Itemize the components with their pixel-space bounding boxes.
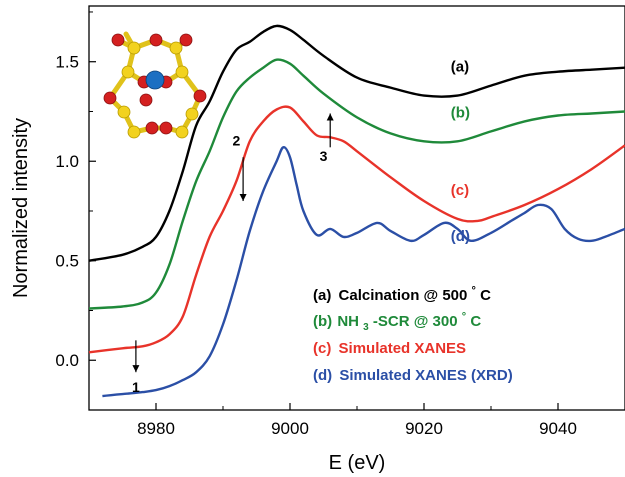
x-tick-label: 9000 (271, 419, 309, 438)
x-tick-label: 9040 (539, 419, 577, 438)
legend-entry-a: (a) Calcination @ 500 ° C (313, 281, 491, 304)
legend-entry-b-tag: (b) (313, 313, 332, 330)
y-axis-ticks: 0.0 0.5 1.0 1.5 (55, 11, 96, 411)
annotation-label-3: 3 (320, 148, 328, 164)
curve-label-b: (b) (451, 104, 470, 121)
series-line-a (88, 24, 625, 262)
annotations: 1 2 3 (132, 113, 334, 395)
series-line-d (102, 146, 625, 398)
annotation-arrowhead-3 (326, 113, 334, 121)
curve-labels: (a) (b) (c) (d) (451, 59, 470, 245)
legend-entry-c-text: Simulated XANES (339, 340, 467, 357)
curve-label-a: (a) (451, 59, 469, 76)
legend-entry-b-text: NH (337, 313, 359, 330)
annotation-label-1: 1 (132, 379, 140, 395)
curve-label-d: (d) (451, 228, 470, 245)
legend-entry-d: (d) Simulated XANES (XRD) (313, 367, 513, 384)
legend-entry-c: (c) Simulated XANES (313, 340, 466, 357)
y-tick-label: 1.5 (55, 53, 79, 72)
y-tick-label: 0.5 (55, 252, 79, 271)
molecular-structure-inset (103, 31, 207, 139)
legend-entry-b-text2: -SCR @ 300 (373, 313, 458, 330)
legend-entry-b-unit: C (470, 313, 481, 330)
x-axis-ticks: 8980 9000 9020 9040 (88, 403, 625, 438)
legend-entry-c-tag: (c) (313, 340, 331, 357)
legend-entry-d-tag: (d) (313, 367, 332, 384)
legend-entry-b-subscript: 3 (363, 322, 369, 333)
x-tick-label: 9020 (405, 419, 443, 438)
y-tick-label: 0.0 (55, 351, 79, 370)
curve-label-c: (c) (451, 182, 469, 199)
y-tick-label: 1.0 (55, 152, 79, 171)
x-axis-title: E (eV) (329, 452, 386, 474)
legend-entry-b-degree: ° (462, 311, 466, 323)
y-axis-title: Normalized intensity (10, 118, 32, 298)
annotation-label-2: 2 (233, 132, 241, 148)
series-lines (88, 24, 625, 398)
series-line-b (88, 58, 625, 310)
legend-entry-a-text: Calcination @ 500 (339, 287, 468, 304)
x-tick-label: 8980 (137, 419, 175, 438)
legend-entry-a-tag: (a) (313, 287, 331, 304)
series-line-c (88, 105, 625, 354)
legend: (a) Calcination @ 500 ° C (b) NH 3 -SCR … (313, 281, 513, 384)
legend-entry-a-unit: C (480, 287, 491, 304)
legend-entry-a-degree: ° (472, 285, 476, 297)
legend-entry-b: (b) NH 3 -SCR @ 300 ° C (313, 307, 481, 334)
annotation-arrowhead-1 (132, 365, 140, 373)
annotation-arrowhead-2 (239, 194, 247, 202)
legend-entry-d-text: Simulated XANES (XRD) (339, 367, 512, 384)
